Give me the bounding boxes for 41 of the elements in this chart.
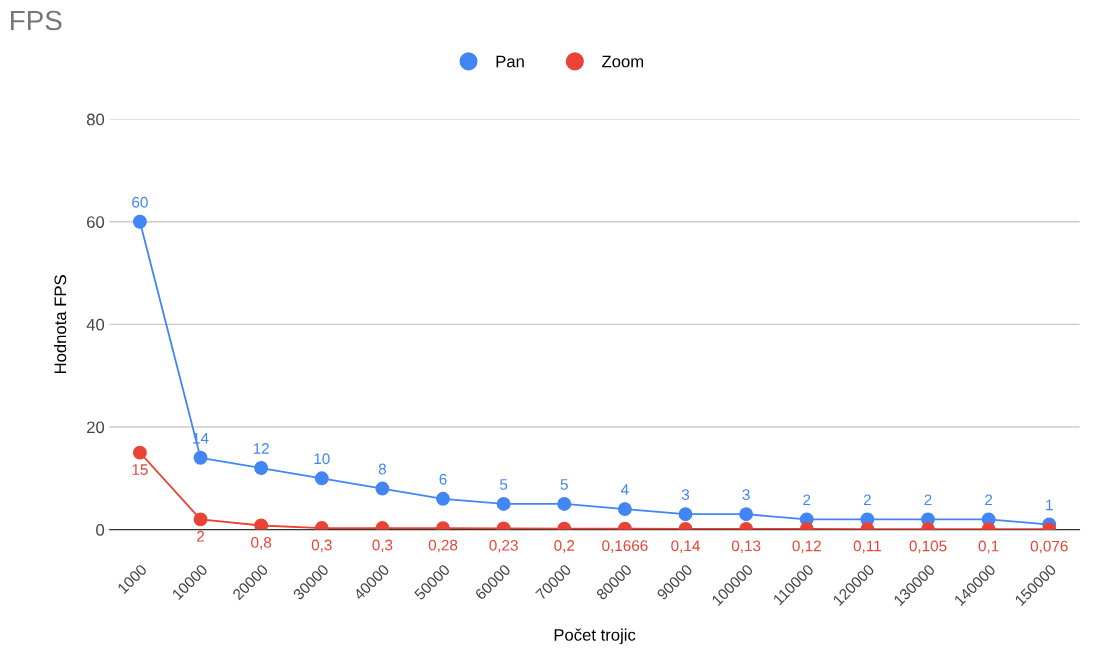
data-label: 10 (314, 453, 330, 465)
data-label: 0,23 (489, 539, 518, 553)
data-label: 12 (253, 443, 269, 454)
x-axis-title: Počet trojic (554, 628, 636, 645)
data-label: 0,28 (428, 539, 458, 553)
data-label: 0,13 (731, 540, 761, 554)
data-label: 0,8 (251, 537, 272, 550)
data-label: 0,1 (978, 540, 999, 554)
data-label: 15 (132, 464, 148, 475)
data-label: 5 (500, 479, 508, 490)
data-label: 0,14 (671, 540, 700, 554)
data-label: 4 (620, 484, 629, 495)
data-label: 60 (132, 196, 148, 208)
data-label: 2 (863, 494, 871, 506)
y-tick-label: 80 (86, 113, 105, 126)
data-label: 0,3 (372, 539, 393, 553)
y-tick-label: 40 (86, 318, 105, 331)
data-label: 5 (560, 479, 568, 490)
data-label: 2 (985, 494, 993, 506)
y-tick-label: 0 (96, 524, 105, 536)
data-label: 0,2 (554, 540, 575, 553)
data-label: 3 (681, 489, 690, 501)
y-axis-title: Hodnota FPS (54, 275, 67, 374)
y-tick-label: 60 (87, 216, 105, 228)
data-label: 0,076 (1030, 540, 1068, 554)
data-label: 0,3 (311, 539, 332, 553)
data-label: 8 (378, 463, 386, 475)
data-label: 0,11 (853, 540, 881, 554)
data-label: 1 (1046, 499, 1053, 511)
data-label: 6 (439, 473, 447, 485)
legend-label: Pan (496, 55, 524, 68)
data-label: 2 (197, 530, 205, 542)
data-label: 3 (742, 489, 750, 501)
data-label: 0,12 (792, 540, 821, 554)
legend-label: Zoom (602, 55, 644, 68)
data-label: 2 (924, 494, 932, 506)
data-label: 2 (803, 494, 811, 506)
y-tick-label: 20 (87, 421, 105, 434)
chart-title: FPS (11, 10, 62, 31)
data-label: 0,1666 (602, 540, 648, 553)
data-label: 0,105 (909, 540, 947, 554)
